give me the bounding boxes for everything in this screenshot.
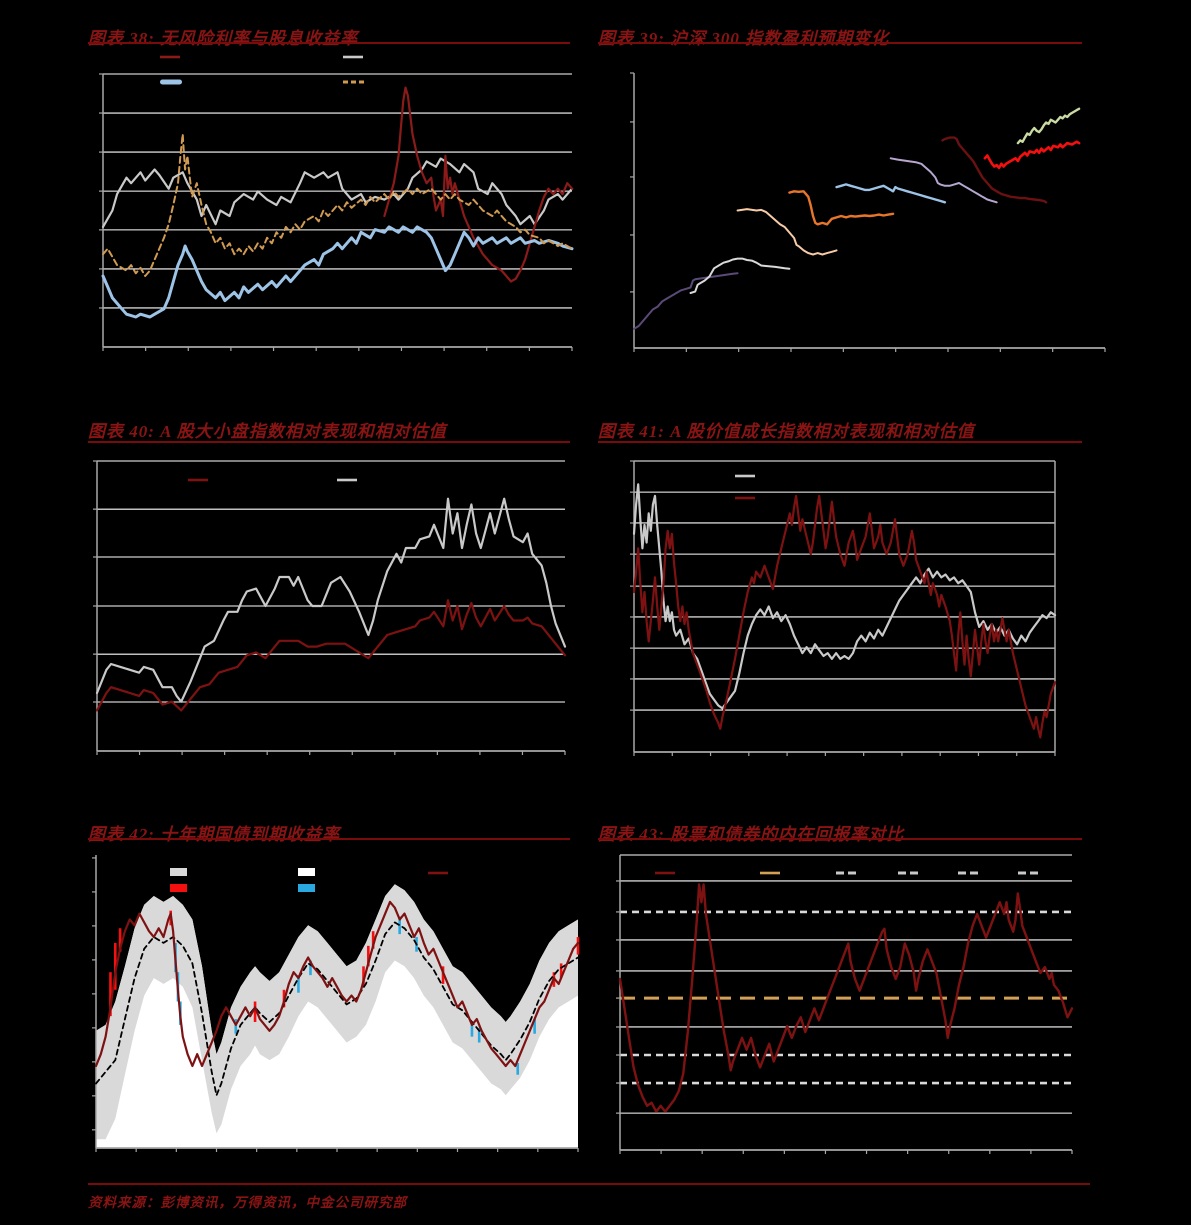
figure-41-title-rule <box>598 441 1082 443</box>
figure-43-title: 图表 43: 股票和债券的内在回报率对比 <box>598 825 905 844</box>
figure-38-title: 图表 38: 无风险利率与股息收益率 <box>88 29 359 48</box>
figure-38-title-rule <box>88 42 570 44</box>
figure-39-title-rule <box>598 42 1082 44</box>
figure-41-title: 图表 41: A 股价值成长指数相对表现和相对估值 <box>598 422 975 441</box>
figure-40-title: 图表 40: A 股大小盘指数相对表现和相对估值 <box>88 422 447 441</box>
figure-39-title: 图表 39: 沪深 300 指数盈利预期变化 <box>598 29 890 48</box>
figure-38-plot <box>88 50 588 362</box>
figure-42-title-rule <box>88 838 570 840</box>
figure-43-plot <box>612 845 1090 1158</box>
figure-42-title: 图表 42: 十年期国债到期收益率 <box>88 825 341 844</box>
footer-divider <box>88 1183 1090 1185</box>
figure-43-title-rule <box>598 838 1082 840</box>
figure-39-plot <box>620 50 1115 362</box>
figure-40-title-rule <box>88 441 570 443</box>
figure-41-plot <box>620 448 1070 765</box>
figure-40-plot <box>88 448 588 765</box>
figure-42-plot <box>88 845 588 1157</box>
source-note: 资料来源：彭博资讯，万得资讯，中金公司研究部 <box>88 1195 407 1210</box>
